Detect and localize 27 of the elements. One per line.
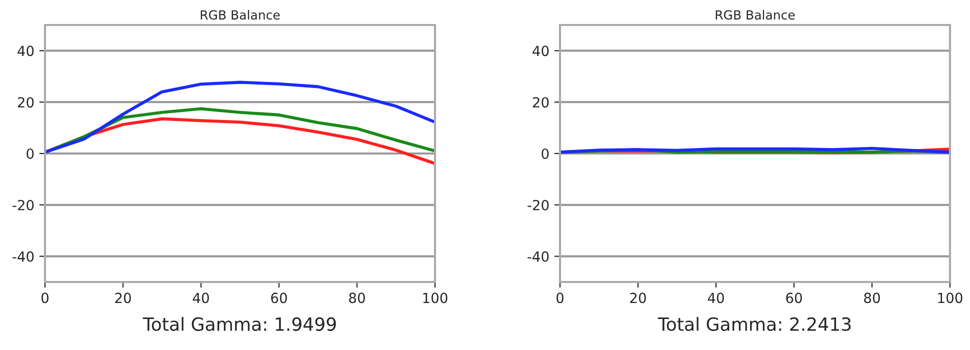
chart-title: RGB Balance — [716, 10, 795, 20]
x-axis-title: Total Gamma: 2.2413 — [658, 316, 851, 331]
x-axis-title: Total Gamma: 1.9499 — [142, 316, 336, 331]
x-tick-label: 0 — [556, 292, 564, 304]
y-tick-label: -40 — [12, 251, 34, 262]
x-tick-label: 20 — [630, 292, 646, 304]
y-tick-label: -40 — [528, 251, 549, 262]
x-tick-label: 80 — [349, 292, 365, 304]
y-tick-label: 20 — [532, 97, 549, 108]
line-series — [45, 80, 435, 154]
x-tick-label: 40 — [708, 292, 724, 304]
y-tick-label: 40 — [532, 46, 549, 56]
x-tick-label: 80 — [864, 292, 880, 304]
x-tick-label: 0 — [41, 292, 48, 304]
x-tick-label: 60 — [271, 292, 287, 304]
x-tick-label: 40 — [192, 292, 209, 304]
x-tick-label: 100 — [938, 292, 962, 304]
y-tick-label: 40 — [18, 46, 34, 56]
y-tick-label: 0 — [542, 148, 549, 159]
x-tick-label: 60 — [786, 292, 802, 304]
y-tick-label: 0 — [26, 148, 34, 159]
x-tick-label: 100 — [423, 292, 448, 304]
y-tick-label: -20 — [12, 200, 34, 210]
chart-title: RGB Balance — [200, 10, 280, 20]
x-tick-label: 20 — [115, 292, 131, 304]
y-tick-label: 20 — [18, 97, 34, 108]
y-tick-label: -20 — [528, 200, 549, 210]
